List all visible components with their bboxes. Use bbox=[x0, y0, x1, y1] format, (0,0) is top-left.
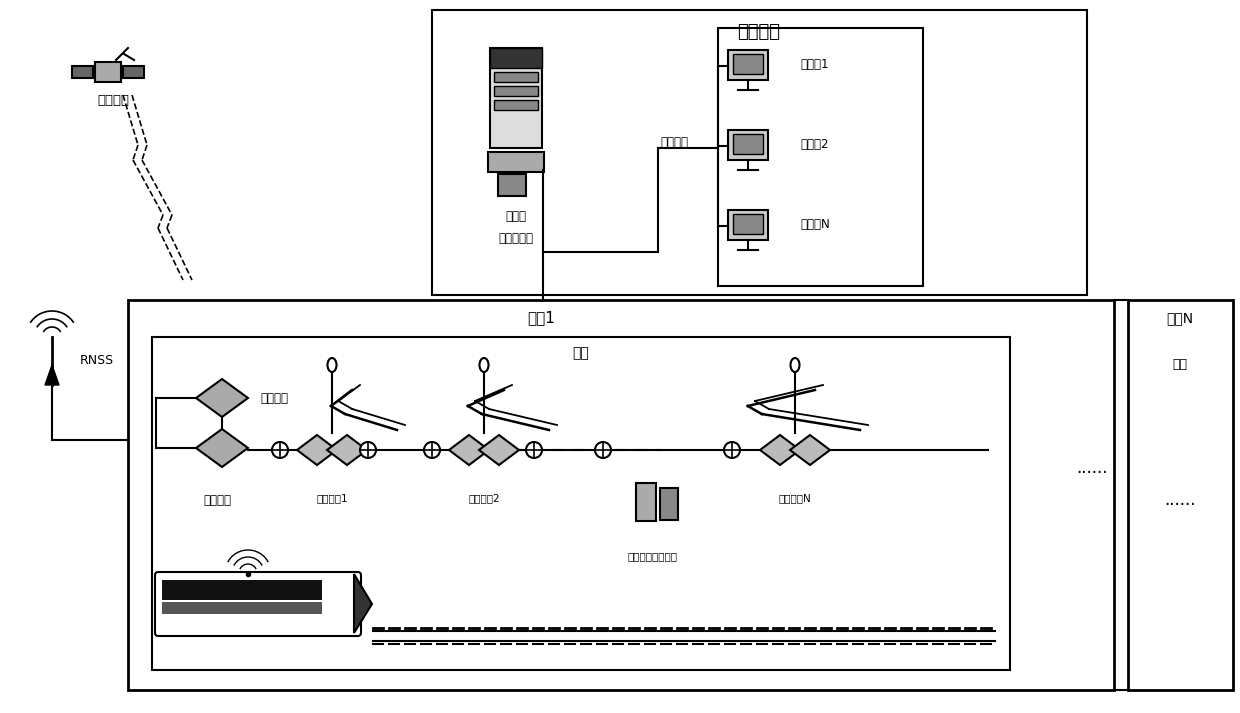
Text: 隧道N: 隧道N bbox=[1167, 311, 1194, 325]
Text: 中心交换机: 中心交换机 bbox=[498, 232, 533, 245]
Ellipse shape bbox=[791, 358, 800, 372]
Circle shape bbox=[360, 442, 376, 458]
Ellipse shape bbox=[327, 358, 336, 372]
Bar bbox=[728, 210, 768, 240]
Bar bbox=[498, 174, 526, 196]
Text: 服务器: 服务器 bbox=[506, 210, 527, 222]
Bar bbox=[489, 152, 544, 172]
Bar bbox=[162, 602, 322, 614]
FancyBboxPatch shape bbox=[155, 572, 361, 636]
Text: 管理单元: 管理单元 bbox=[260, 391, 288, 404]
Text: 手持定位导航终端: 手持定位导航终端 bbox=[627, 551, 678, 561]
Circle shape bbox=[595, 442, 611, 458]
Polygon shape bbox=[790, 435, 830, 465]
Bar bbox=[636, 483, 656, 521]
Bar bbox=[72, 66, 93, 78]
Bar bbox=[1128, 300, 1233, 690]
Text: 隧道1: 隧道1 bbox=[527, 310, 556, 326]
Bar bbox=[733, 54, 763, 74]
Text: 基准单元: 基准单元 bbox=[203, 493, 231, 506]
Text: ......: ...... bbox=[1164, 491, 1195, 509]
Text: 导航卫星: 导航卫星 bbox=[97, 93, 129, 106]
Bar bbox=[728, 50, 768, 80]
Polygon shape bbox=[760, 435, 800, 465]
Bar bbox=[153, 337, 1011, 670]
Bar bbox=[494, 72, 538, 82]
Text: 铁路内网: 铁路内网 bbox=[660, 136, 688, 150]
Bar bbox=[733, 214, 763, 234]
Circle shape bbox=[526, 442, 542, 458]
Bar bbox=[494, 86, 538, 96]
Polygon shape bbox=[196, 429, 248, 467]
Bar bbox=[728, 130, 768, 160]
Polygon shape bbox=[45, 365, 60, 385]
Polygon shape bbox=[353, 574, 372, 633]
Bar bbox=[432, 10, 1087, 295]
Text: 客户端2: 客户端2 bbox=[800, 138, 828, 151]
Bar bbox=[128, 300, 1114, 690]
Bar bbox=[490, 48, 542, 148]
Polygon shape bbox=[196, 379, 248, 417]
Text: 隧道: 隧道 bbox=[573, 346, 589, 360]
Bar bbox=[718, 28, 923, 286]
Circle shape bbox=[272, 442, 288, 458]
Polygon shape bbox=[479, 435, 520, 465]
Text: ......: ...... bbox=[1076, 459, 1107, 477]
Circle shape bbox=[724, 442, 740, 458]
Text: RNSS: RNSS bbox=[81, 354, 114, 366]
Bar bbox=[733, 134, 763, 154]
Text: 中继单元2: 中继单元2 bbox=[469, 493, 500, 503]
Ellipse shape bbox=[480, 358, 489, 372]
Text: 客户端N: 客户端N bbox=[800, 218, 830, 232]
Polygon shape bbox=[298, 435, 337, 465]
Bar bbox=[660, 488, 678, 520]
Text: 客户端1: 客户端1 bbox=[800, 58, 828, 71]
Polygon shape bbox=[327, 435, 367, 465]
Text: 中继单元1: 中继单元1 bbox=[316, 493, 347, 503]
Text: 隧道: 隧道 bbox=[1173, 359, 1188, 371]
Polygon shape bbox=[449, 435, 489, 465]
Bar bbox=[123, 66, 144, 78]
Circle shape bbox=[424, 442, 440, 458]
Bar bbox=[490, 48, 542, 68]
Text: 网管系统: 网管系统 bbox=[738, 23, 780, 41]
Text: 中继单元N: 中继单元N bbox=[779, 493, 811, 503]
Bar bbox=[162, 580, 322, 600]
Bar bbox=[95, 62, 122, 82]
Bar bbox=[494, 100, 538, 110]
